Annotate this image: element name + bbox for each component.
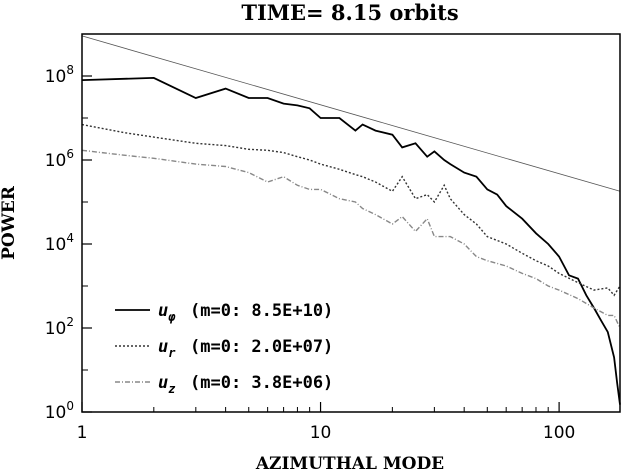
legend-symbol: uz [158, 373, 175, 396]
x-tick-label: 10 [310, 423, 332, 443]
chart-title: TIME= 8.15 orbits [241, 0, 458, 25]
x-tick-label: 100 [543, 423, 575, 443]
y-axis-label: POWER [0, 185, 19, 260]
x-tick-label: 1 [77, 423, 88, 443]
legend-entry-u-phi: uφ (m=0: 8.5E+10) [115, 301, 333, 324]
u-r-series-line [81, 123, 621, 297]
legend-symbol: uφ [158, 301, 176, 324]
y-tick-label: 104 [45, 231, 74, 255]
legend-label: (m=0: 8.5E+10) [190, 301, 333, 321]
legend-label: (m=0: 3.8E+06) [190, 373, 333, 393]
legend-label: (m=0: 2.0E+07) [190, 337, 333, 357]
legend-symbol: ur [158, 337, 176, 360]
reference-slope-line [81, 35, 621, 192]
x-axis-label: AZIMUTHAL MODE [255, 454, 444, 471]
y-axis-ticks: 100 102 104 106 108 [45, 33, 92, 423]
x-axis-ticks: 1 10 100 [77, 402, 575, 443]
legend-entry-u-z: uz (m=0: 3.8E+06) [115, 373, 333, 396]
u-phi-series-line [81, 76, 621, 405]
plot-area [81, 35, 621, 405]
legend: uφ (m=0: 8.5E+10) ur (m=0: 2.0E+07) uz (m=0: … [115, 301, 333, 396]
y-tick-label: 102 [45, 315, 74, 339]
y-tick-label: 100 [45, 399, 74, 423]
y-tick-label: 106 [45, 147, 74, 171]
plot-frame [81, 33, 621, 413]
y-tick-label: 108 [45, 63, 74, 87]
legend-entry-u-r: ur (m=0: 2.0E+07) [115, 337, 333, 360]
